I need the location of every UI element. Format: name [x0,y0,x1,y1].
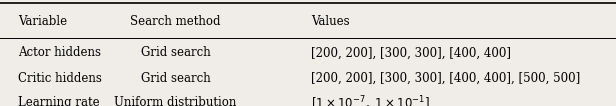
Text: Learning rate: Learning rate [18,96,100,106]
Text: Uniform distribution: Uniform distribution [115,96,237,106]
Text: [200, 200], [300, 300], [400, 400]: [200, 200], [300, 300], [400, 400] [311,47,511,59]
Text: Search method: Search method [131,15,221,28]
Text: Actor hiddens: Actor hiddens [18,47,102,59]
Text: $[1 \times 10^{-7},\ 1 \times 10^{-1}]$: $[1 \times 10^{-7},\ 1 \times 10^{-1}]$ [311,94,430,106]
Text: Grid search: Grid search [140,47,211,59]
Text: Critic hiddens: Critic hiddens [18,72,102,85]
Text: Variable: Variable [18,15,68,28]
Text: Grid search: Grid search [140,72,211,85]
Text: Values: Values [311,15,350,28]
Text: [200, 200], [300, 300], [400, 400], [500, 500]: [200, 200], [300, 300], [400, 400], [500… [311,72,580,85]
